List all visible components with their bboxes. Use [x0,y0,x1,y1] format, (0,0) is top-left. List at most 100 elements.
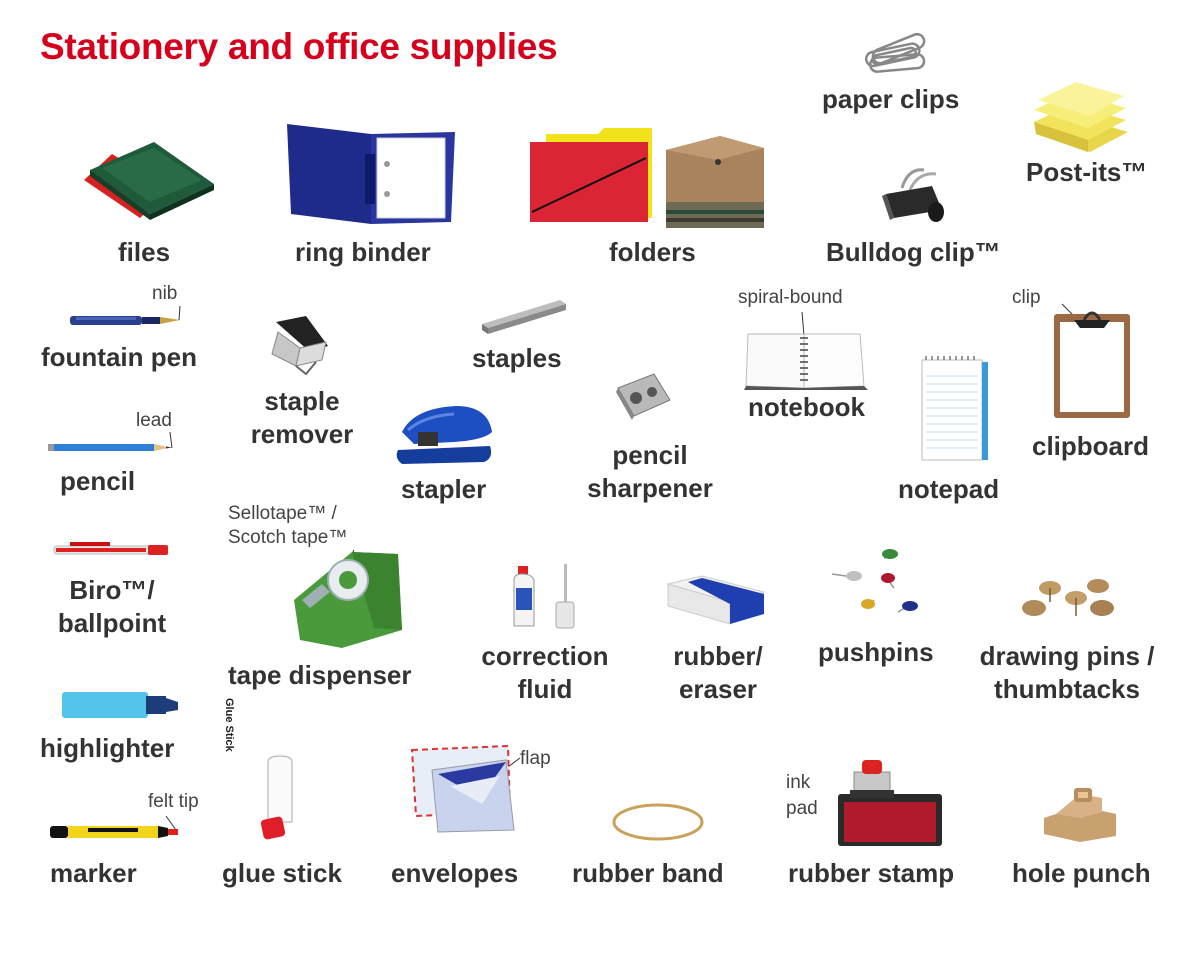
bulldog-clip-image [880,166,950,224]
biro-label-line2: ballpoint [57,608,167,638]
notebook-label: notebook [748,392,865,422]
post-its-icon [1034,82,1128,152]
rubber-band-icon [612,803,704,841]
marker-icon [50,815,178,838]
pencil-icon [48,431,173,451]
notebook-image [744,311,868,392]
pencil-sharpener-label-line2: sharpener [587,473,713,503]
biro-icon [53,542,168,555]
tape-dispenser-image [292,540,408,650]
pencil-sharpener-label: pencil sharpener [580,439,720,505]
rubber-stamp-image [836,758,946,848]
pad-callout: pad [786,798,818,819]
correction-fluid-label-line1: correction [481,641,609,671]
pencil-sharpener-icon [616,373,671,420]
correction-fluid-label: correction fluid [474,640,616,706]
staple-remover-label-line2: remover [250,419,354,449]
correction-fluid-label-line2: fluid [517,674,573,704]
tape-dispenser-icon [294,549,402,648]
stapler-icon [396,406,492,464]
hole-punch-label: hole punch [1012,858,1151,888]
sellotape-callout-line1: Sellotape™ / [228,503,337,524]
envelopes-icon [410,744,521,833]
biro-label-line1: Biro™/ [69,575,155,605]
paper-clips-icon [864,32,926,73]
staples-label: staples [472,343,562,373]
spiral-bound-callout: spiral-bound [738,287,843,308]
bulldog-clip-icon [882,168,944,222]
clipboard-label: clipboard [1032,431,1150,461]
stapler-image [394,402,498,466]
rubber-stamp-icon [838,760,942,846]
eraser-label-line1: rubber/ [673,641,763,671]
nib-callout: nib [152,283,178,304]
drawing-pins-label: drawing pins / thumbtacks [970,640,1164,706]
pencil-label: pencil [60,466,136,496]
notepad-icon [921,356,988,461]
folders-label: folders [609,237,696,267]
folders-icon [530,128,764,228]
rubber-band-image [610,800,706,844]
drawing-pins-icon [1022,579,1114,616]
paper-clips-label: paper clips [822,84,960,114]
pencil-sharpener-image [614,372,674,420]
highlighter-image [62,688,182,722]
files-icon [84,142,214,220]
folders-image [528,128,784,228]
lead-callout: lead [136,410,172,431]
biro-label: Biro™/ ballpoint [50,574,174,640]
staple-remover-icon [271,316,328,376]
flap-callout: flap [520,748,551,769]
staples-image [480,296,570,336]
files-image [80,140,220,220]
marker-image [48,814,184,842]
eraser-icon [666,575,766,625]
bulldog-clip-label: Bulldog clip™ [826,237,1001,267]
correction-fluid-image [512,562,592,630]
pencil-sharpener-label-line1: pencil [612,440,688,470]
highlighter-label: highlighter [40,733,175,763]
staples-icon [482,300,566,334]
ink-callout: ink [786,772,811,793]
pencil-image [46,430,176,454]
notepad-image [920,356,990,462]
notepad-label: notepad [898,474,1000,504]
drawing-pins-label-line1: drawing pins / [979,641,1155,671]
fountain-pen-icon [70,305,181,325]
pushpins-icon [831,549,918,613]
rubber-band-label: rubber band [572,858,724,888]
glue-stick-icon: Glue Stick [223,698,293,840]
drawing-pins-image [1018,576,1118,624]
ring-binder-label: ring binder [295,237,431,267]
highlighter-icon [62,692,178,718]
glue-stick-print: Glue Stick [223,698,235,753]
glue-stick-image: Glue Stick [223,698,306,846]
hole-punch-icon [1044,788,1116,842]
fountain-pen-label: fountain pen [41,342,197,372]
sellotape-callout-line2: Scotch tape™ [228,527,348,548]
files-label: files [118,237,171,267]
clipboard-image [1052,303,1132,420]
staple-remover-image [266,312,336,376]
envelopes-label: envelopes [391,858,519,888]
eraser-image [664,574,768,626]
clipboard-icon [1054,303,1130,418]
envelopes-image [410,744,522,834]
fountain-pen-image [68,300,188,330]
post-its-label: Post-its™ [1026,157,1148,187]
pushpins-image [828,544,924,628]
post-its-image [1030,82,1130,154]
staple-remover-label-line1: staple [264,386,340,416]
ring-binder-image [285,124,457,224]
paper-clips-image [862,32,932,74]
ring-binder-icon [287,124,455,224]
glue-stick-label: glue stick [222,858,342,888]
hole-punch-image [1040,784,1120,844]
stapler-label: stapler [401,474,487,504]
tape-dispenser-label: tape dispenser [228,660,412,690]
page-title: Stationery and office supplies [40,26,558,67]
pushpins-label: pushpins [818,637,934,667]
rubber-stamp-label: rubber stamp [788,858,955,888]
clip-callout: clip [1012,287,1041,308]
eraser-label: rubber/ eraser [660,640,776,706]
